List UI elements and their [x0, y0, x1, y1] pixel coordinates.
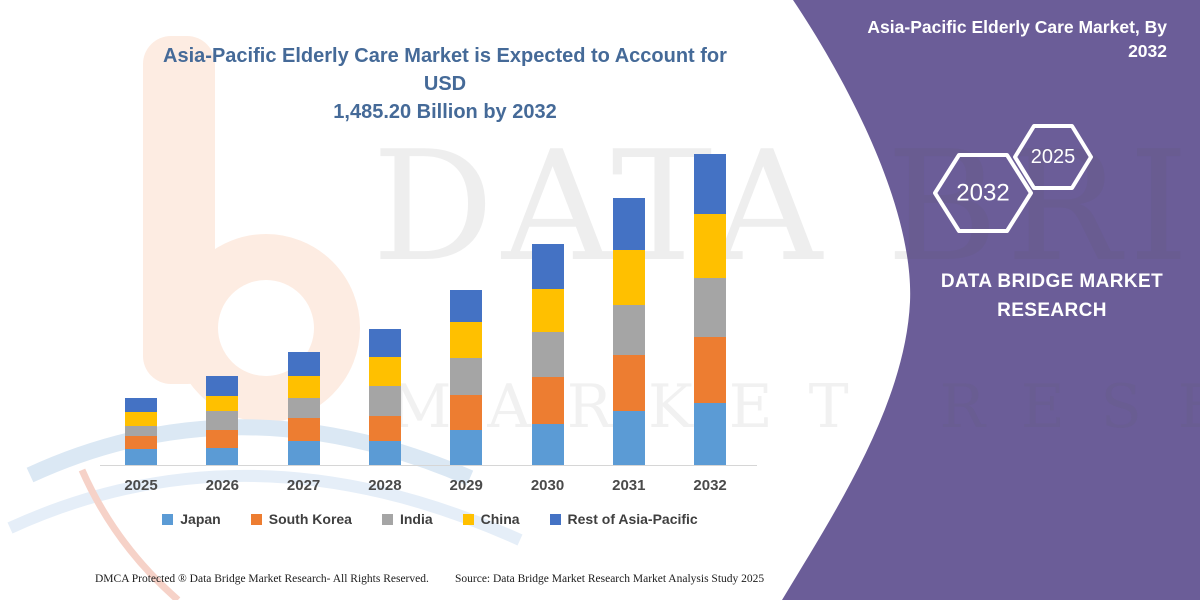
bar-segment-2030-rest-of-asia-pacific: [531, 244, 564, 290]
page-title: Asia-Pacific Elderly Care Market is Expe…: [140, 42, 750, 126]
bar-segment-2026-south-korea: [206, 429, 239, 449]
bar-segment-2031-rest-of-asia-pacific: [612, 198, 645, 250]
legend-marker: [462, 513, 474, 525]
bar-segment-2025-rest-of-asia-pacific: [125, 397, 157, 412]
hexagon-badge-2032: [933, 153, 1033, 233]
bar-segment-2029-china: [450, 321, 483, 358]
legend-label: China: [480, 511, 520, 527]
bar-segment-2026-india: [206, 410, 239, 430]
brand-name-line1: DATA BRIDGE MARKET: [940, 271, 1164, 292]
bar-segment-2030-china: [531, 289, 564, 333]
x-axis-label-2029: 2029: [449, 477, 483, 494]
bar-segment-2031-india: [612, 305, 645, 356]
bar-segment-2028-south-korea: [368, 415, 401, 441]
bar-segment-2027-india: [287, 397, 320, 418]
x-axis-label-2030: 2030: [530, 477, 565, 494]
legend-item-japan: Japan: [162, 511, 221, 527]
brand-name-line2: RESEARCH: [997, 299, 1107, 321]
side-panel-heading-line2: 2032: [1128, 40, 1167, 61]
x-axis-label-2031: 2031: [612, 477, 646, 494]
bar-segment-2027-japan: [287, 440, 320, 465]
legend-marker: [250, 513, 262, 525]
x-axis-label-2032: 2032: [693, 477, 727, 494]
hexagon-2025-label: 2025: [1031, 146, 1076, 168]
x-axis-label-2025: 2025: [124, 477, 158, 494]
brand-watermark-b-logo-bowl: [172, 234, 360, 422]
bar-segment-2031-japan: [612, 410, 645, 465]
hexagon-2032-label: 2032: [956, 180, 1009, 207]
legend-item-india: India: [381, 511, 433, 527]
side-panel-heading-line1: Asia-Pacific Elderly Care Market, By: [867, 17, 1167, 37]
bar-segment-2032-south-korea: [694, 337, 727, 403]
x-axis-line: [100, 465, 757, 466]
footer-dmca-text: DMCA Protected ® Data Bridge Market Rese…: [95, 573, 429, 585]
hexagon-badges: 2032 2025: [933, 124, 1093, 233]
bar-segment-2031-china: [612, 249, 645, 305]
bar-segment-2032-china: [694, 213, 727, 278]
legend-item-south-korea: South Korea: [250, 511, 352, 527]
bar-segment-2028-rest-of-asia-pacific: [368, 328, 401, 357]
bar-segment-2026-rest-of-asia-pacific: [206, 376, 239, 396]
bar-segment-2028-china: [368, 356, 401, 386]
footer-source-text: Source: Data Bridge Market Research Mark…: [455, 573, 765, 585]
page-title-line1: Asia-Pacific Elderly Care Market is Expe…: [163, 45, 727, 95]
bar-segment-2030-india: [531, 332, 564, 378]
x-axis-label-2026: 2026: [205, 477, 239, 494]
bar-segment-2025-south-korea: [125, 436, 157, 450]
x-axis-label-2028: 2028: [368, 477, 402, 494]
hexagon-badge-2025: [1013, 124, 1093, 190]
page-title-line2: 1,485.20 Billion by 2032: [333, 101, 557, 123]
x-axis-label-2027: 2027: [286, 477, 321, 494]
legend-marker: [162, 513, 174, 525]
side-panel-shape: [782, 0, 1200, 600]
bar-segment-2029-india: [450, 357, 483, 396]
side-panel-background: [782, 0, 1200, 600]
bar-segment-2029-japan: [450, 430, 483, 465]
legend-label: South Korea: [268, 511, 352, 527]
bar-segment-2026-china: [206, 395, 239, 411]
legend-item-rest-of-asia-pacific: Rest of Asia-Pacific: [549, 511, 698, 527]
legend-label: Japan: [180, 511, 221, 527]
bar-segment-2031-south-korea: [612, 355, 645, 411]
chart-legend: Japan South Korea India China Rest of Asia-P…: [100, 511, 760, 527]
bar-segment-2025-china: [125, 411, 157, 427]
bar-segment-2028-india: [368, 385, 401, 416]
bar-segment-2027-china: [287, 376, 320, 398]
legend-item-china: China: [462, 511, 520, 527]
bar-segment-2029-rest-of-asia-pacific: [450, 290, 483, 322]
bar-segment-2032-japan: [694, 403, 727, 465]
legend-label: India: [399, 511, 433, 527]
legend-marker: [549, 513, 561, 525]
bar-segment-2025-india: [125, 426, 157, 437]
bar-segment-2029-south-korea: [450, 395, 483, 431]
bar-segment-2026-japan: [206, 448, 239, 465]
bar-segment-2028-japan: [368, 440, 401, 465]
side-panel-heading: Asia-Pacific Elderly Care Market, By 203…: [837, 16, 1167, 63]
legend-marker: [381, 513, 393, 525]
decorative-arc-blue-1: [26, 419, 474, 486]
bar-segment-2027-south-korea: [287, 417, 320, 441]
bar-segment-2030-japan: [531, 423, 564, 465]
bar-segment-2032-india: [694, 278, 727, 338]
bar-segment-2032-rest-of-asia-pacific: [694, 154, 727, 214]
bar-segment-2025-japan: [125, 449, 157, 465]
bar-segment-2030-south-korea: [531, 377, 564, 424]
bar-segment-2027-rest-of-asia-pacific: [287, 351, 320, 376]
brand-name: DATA BRIDGE MARKET RESEARCH: [928, 268, 1176, 325]
legend-label: Rest of Asia-Pacific: [567, 511, 698, 527]
